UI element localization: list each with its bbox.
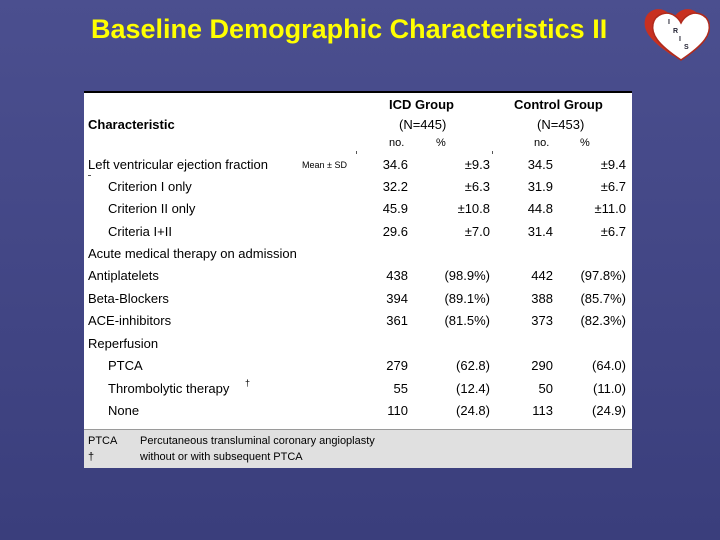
footnote-text: without or with subsequent PTCA — [140, 451, 303, 463]
icd-pct-cell: (62.8) — [456, 358, 490, 373]
row-label: Thrombolytic therapy — [108, 381, 230, 396]
table-footnotes: PTCA Percutaneous transluminal coronary … — [84, 429, 632, 468]
icd-pct-cell: (89.1%) — [444, 291, 490, 306]
column-header-icd-group: ICD Group — [389, 97, 454, 112]
icd-no-cell: 32.2 — [382, 179, 408, 194]
dagger-footnote-marker: † — [245, 378, 251, 388]
icd-no-cell: 279 — [386, 358, 408, 373]
icd-no-header: no. — [389, 137, 405, 149]
row-label: ACE-inhibitors — [88, 313, 172, 328]
icd-group-n: (N=445) — [399, 117, 447, 132]
icd-no-cell: 394 — [386, 291, 408, 306]
control-pct-cell: (24.9) — [592, 403, 626, 418]
icd-pct-cell: ±7.0 — [464, 224, 490, 239]
control-pct-cell: (97.8%) — [580, 268, 626, 283]
icd-pct-cell: ±9.3 — [464, 157, 490, 172]
control-pct-cell: (85.7%) — [580, 291, 626, 306]
control-no-cell: 373 — [531, 313, 553, 328]
mean-sd-note: Mean ± SD — [302, 160, 347, 170]
icd-pct-cell: ±10.8 — [457, 201, 490, 216]
slide-title: Baseline Demographic Characteristics II — [91, 14, 608, 44]
iris-heart-logo-icon: I R I S — [644, 9, 711, 61]
icd-pct-cell: ±6.3 — [464, 179, 490, 194]
table-row: Antiplatelets 438 (98.9%) 442 (97.8%) — [84, 268, 632, 290]
control-pct-cell: ±6.7 — [600, 224, 626, 239]
control-pct-cell: (64.0) — [592, 358, 626, 373]
icd-no-cell: 438 — [386, 268, 408, 283]
icd-no-cell: 55 — [393, 381, 408, 396]
icd-pct-header: % — [436, 137, 446, 149]
icd-no-cell: 361 — [386, 313, 408, 328]
control-no-header: no. — [534, 137, 550, 149]
row-label: Criterion I only — [108, 179, 192, 194]
characteristics-table: Characteristic ICD Group (N=445) Control… — [84, 91, 632, 468]
control-no-cell: 31.4 — [527, 224, 553, 239]
icd-no-cell: 110 — [387, 403, 408, 418]
control-no-cell: 31.9 — [527, 179, 553, 194]
table-row: PTCA 279 (62.8) 290 (64.0) — [84, 358, 632, 380]
footnote-text: Percutaneous transluminal coronary angio… — [140, 435, 375, 447]
row-label: PTCA — [108, 358, 143, 373]
footnote-key: † — [88, 451, 95, 463]
logo-letter: I — [679, 36, 681, 43]
control-pct-cell: ±9.4 — [600, 157, 626, 172]
control-group-n: (N=453) — [537, 117, 585, 132]
row-label: Left ventricular ejection fraction — [88, 157, 268, 172]
control-pct-cell: (11.0) — [593, 381, 626, 396]
icd-pct-cell: (81.5%) — [444, 313, 490, 328]
column-header-control-group: Control Group — [514, 97, 603, 112]
icd-pct-cell: (98.9%) — [444, 268, 490, 283]
row-label: Criterion II only — [108, 201, 196, 216]
row-label: Acute medical therapy on admission — [88, 246, 297, 261]
control-no-cell: 113 — [532, 403, 553, 418]
table-row: Criterion I only 32.2 ±6.3 31.9 ±6.7 — [84, 179, 632, 201]
table-row: Thrombolytic therapy † 55 (12.4) 50 (11.0) — [84, 378, 632, 403]
control-no-cell: 44.8 — [527, 201, 553, 216]
column-header-characteristic: Characteristic — [88, 117, 175, 132]
table-row: Left ventricular ejection fraction Mean ±… — [84, 157, 632, 179]
icd-pct-cell: (24.8) — [456, 403, 490, 418]
row-label: Criteria I+II — [108, 224, 172, 239]
row-label: Antiplatelets — [88, 268, 159, 283]
row-label: Beta-Blockers — [88, 291, 169, 306]
logo-letter: R — [673, 28, 678, 35]
table-row: Criterion II only 45.9 ±10.8 44.8 ±11.0 — [84, 201, 632, 223]
control-no-cell: 50 — [538, 381, 553, 396]
row-label: Reperfusion — [88, 336, 159, 351]
table-row: Acute medical therapy on admission — [84, 246, 632, 268]
logo-letter: I — [668, 19, 670, 26]
icd-no-cell: 29.6 — [382, 224, 408, 239]
table-row: Criteria I+II 29.6 ±7.0 31.4 ±6.7 — [84, 224, 632, 246]
footnote-key: PTCA — [88, 435, 118, 447]
logo-letter: S — [684, 44, 689, 51]
control-pct-header: % — [580, 137, 590, 149]
table-row: ACE-inhibitors 361 (81.5%) 373 (82.3%) — [84, 313, 632, 335]
table-row: None 110 (24.8) 113 (24.9) — [84, 403, 632, 425]
control-pct-cell: ±11.0 — [594, 201, 626, 216]
table-row: Reperfusion — [84, 336, 632, 358]
icd-no-cell: 34.6 — [382, 157, 408, 172]
icd-no-cell: 45.9 — [382, 201, 408, 216]
icd-pct-cell: (12.4) — [456, 381, 490, 396]
control-no-cell: 442 — [531, 268, 553, 283]
row-label: None — [108, 403, 140, 418]
control-pct-cell: ±6.7 — [600, 179, 626, 194]
control-no-cell: 290 — [531, 358, 553, 373]
table-row: Beta-Blockers 394 (89.1%) 388 (85.7%) — [84, 291, 632, 313]
control-no-cell: 388 — [531, 291, 553, 306]
control-no-cell: 34.5 — [527, 157, 553, 172]
control-pct-cell: (82.3%) — [580, 313, 626, 328]
